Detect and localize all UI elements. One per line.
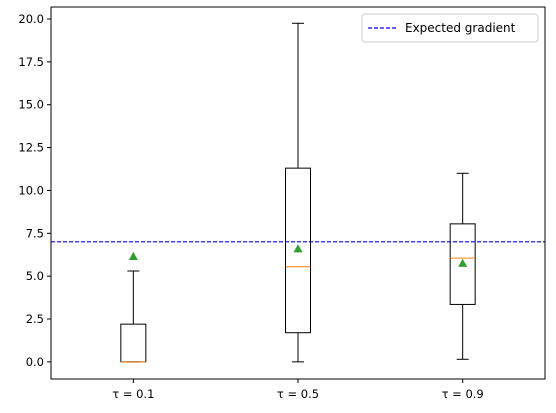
y-tick-label: 2.5 bbox=[26, 312, 44, 326]
x-axis: τ = 0.1 τ = 0.5 τ = 0.9 bbox=[112, 379, 484, 401]
y-tick-label: 7.5 bbox=[26, 226, 44, 240]
iqr-box bbox=[285, 167, 311, 334]
means-layer bbox=[128, 244, 468, 267]
legend: Expected gradient bbox=[361, 13, 539, 43]
iqr-box bbox=[120, 323, 147, 363]
mean-marker bbox=[458, 258, 468, 267]
x-tick-label: τ = 0.1 bbox=[112, 387, 154, 401]
x-tick-label: τ = 0.9 bbox=[442, 387, 484, 401]
mean-marker bbox=[128, 251, 138, 261]
y-tick-label: 15.0 bbox=[18, 98, 44, 112]
box-3 bbox=[449, 172, 476, 360]
x-tick-label: τ = 0.5 bbox=[277, 387, 319, 401]
iqr-box bbox=[449, 223, 476, 305]
y-tick-label: 20.0 bbox=[18, 12, 44, 26]
legend-label: Expected gradient bbox=[405, 21, 516, 35]
legend-box bbox=[361, 13, 539, 43]
y-axis: 0.0 2.5 5.0 7.5 10.0 12.5 15.0 17.5 20.0 bbox=[18, 12, 51, 369]
box-2 bbox=[285, 22, 311, 363]
y-tick-label: 10.0 bbox=[18, 183, 44, 197]
y-tick-label: 5.0 bbox=[26, 269, 44, 283]
mean-marker bbox=[293, 244, 303, 253]
y-tick-label: 17.5 bbox=[18, 55, 44, 69]
y-tick-label: 0.0 bbox=[26, 355, 44, 369]
box-1 bbox=[120, 270, 147, 363]
boxes-layer bbox=[120, 22, 476, 363]
y-tick-label: 12.5 bbox=[18, 141, 44, 155]
